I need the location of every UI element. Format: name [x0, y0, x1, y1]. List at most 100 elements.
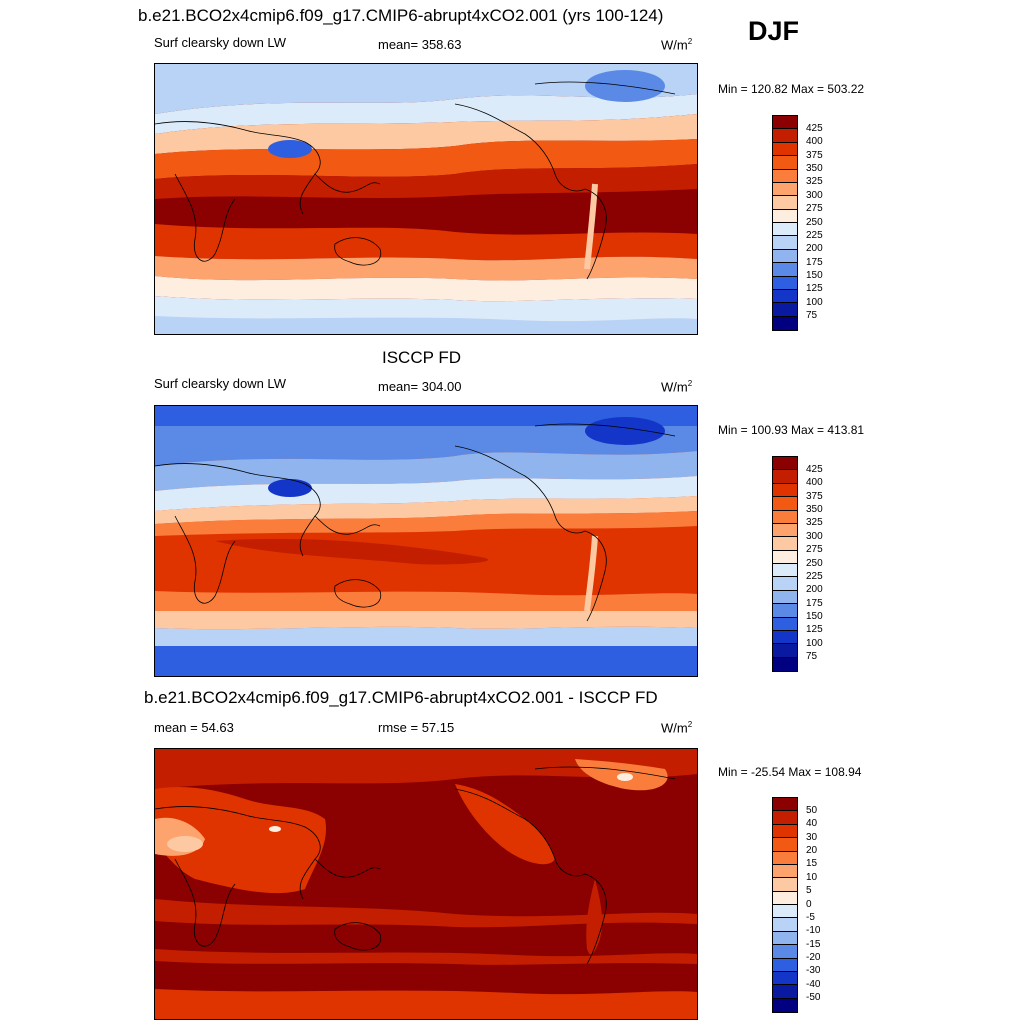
- panel-1-tick: 75: [806, 310, 818, 321]
- panel-1-tick: 425: [806, 123, 823, 134]
- panel-2-title: ISCCP FD: [382, 348, 462, 367]
- panel-2-tick: 325: [806, 517, 823, 528]
- panel-2-colorbar-swatch: [773, 550, 797, 564]
- panel-1-tick: 150: [806, 270, 823, 281]
- panel-1-tick: 325: [806, 176, 823, 187]
- panel-1-tick: 350: [806, 163, 823, 174]
- panel-3-coastlines: [155, 766, 676, 965]
- panel-1-colorbar-swatch: [773, 263, 797, 277]
- panel-2-colorbar-swatch: [773, 657, 797, 671]
- panel-1-minmax: Min = 120.82 Max = 503.22: [718, 82, 865, 96]
- panel-3-tick: 30: [806, 832, 818, 843]
- panel-3-title: b.e21.BCO2x4cmip6.f09_g17.CMIP6-abrupt4x…: [144, 688, 658, 707]
- panel-2-tick: 200: [806, 584, 823, 595]
- panel-2-tick: 75: [806, 651, 818, 662]
- panel-3-mean-label: mean = 54.63: [154, 720, 234, 735]
- panel-1-title: b.e21.BCO2x4cmip6.f09_g17.CMIP6-abrupt4x…: [138, 6, 664, 25]
- panel-2-colorbar-swatch: [773, 470, 797, 484]
- panel-1-tick: 100: [806, 297, 823, 308]
- panel-2-tick: 300: [806, 531, 823, 542]
- panel-3-minmax: Min = -25.54 Max = 108.94: [718, 765, 862, 779]
- panel-2-coastlines: [155, 423, 676, 622]
- panel-2-colorbar-swatch: [773, 457, 797, 471]
- panel-3-colorbar-swatch: [773, 891, 797, 905]
- panel-3-field: [155, 749, 697, 1019]
- panel-1-tick: 175: [806, 257, 823, 268]
- panel-2-mean-label: mean= 304.00: [378, 379, 462, 394]
- panel-2-colorbar-swatch: [773, 577, 797, 591]
- panel-1-colorbar-swatch: [773, 289, 797, 304]
- panel-2-tick: 100: [806, 638, 823, 649]
- panel-2-colorbar-swatch: [773, 630, 797, 645]
- panel-1-colorbar-swatch: [773, 129, 797, 143]
- panel-2-colorbar-swatch: [773, 523, 797, 538]
- panel-3-map: [154, 748, 698, 1020]
- panel-2-colorbar-swatch: [773, 590, 797, 605]
- panel-2-colorbar-swatch: [773, 497, 797, 511]
- panel-3-tick: 0: [806, 899, 812, 910]
- panel-3-tick: -5: [806, 912, 815, 923]
- panel-1-map: [154, 63, 698, 335]
- panel-1-colorbar-swatch: [773, 116, 797, 130]
- panel-2-colorbar-swatch: [773, 604, 797, 618]
- panel-1-colorbar: [772, 115, 798, 331]
- panel-1-colorbar-swatch: [773, 316, 797, 330]
- panel-3-colorbar-swatch: [773, 918, 797, 932]
- panel-2-colorbar-swatch: [773, 510, 797, 524]
- panel-3-colorbar-swatch: [773, 864, 797, 879]
- panel-2-tick: 150: [806, 611, 823, 622]
- panel-3-colorbar-swatch: [773, 971, 797, 986]
- panel-1-colorbar-swatch: [773, 169, 797, 183]
- panel-2-tick: 125: [806, 624, 823, 635]
- panel-3-units-label: W/m2: [661, 720, 693, 736]
- panel-1-colorbar-swatch: [773, 303, 797, 317]
- panel-1-mean-label: mean= 358.63: [378, 37, 462, 52]
- panel-2-colorbar-swatch: [773, 617, 797, 631]
- panel-1-tick: 300: [806, 190, 823, 201]
- panel-2-tick: 250: [806, 558, 823, 569]
- panel-3-rmse-label: rmse = 57.15: [378, 720, 455, 735]
- panel-3-tick: 50: [806, 805, 818, 816]
- panel-3-colorbar-swatch: [773, 838, 797, 852]
- panel-3-colorbar-swatch: [773, 798, 797, 812]
- panel-1-tick: 250: [806, 217, 823, 228]
- panel-1-tick: 225: [806, 230, 823, 241]
- panel-3-tick: -30: [806, 965, 821, 976]
- panel-1-tick: 375: [806, 150, 823, 161]
- panel-2-colorbar-swatch: [773, 564, 797, 578]
- panel-2-tick: 400: [806, 477, 823, 488]
- panel-1-variable-label: Surf clearsky down LW: [154, 35, 286, 50]
- panel-2-variable-label: Surf clearsky down LW: [154, 376, 286, 391]
- panel-3-tick: -20: [806, 952, 821, 963]
- panel-3-colorbar-swatch: [773, 985, 797, 999]
- panel-1-colorbar-swatch: [773, 236, 797, 250]
- panel-2-colorbar-swatch: [773, 644, 797, 658]
- panel-1-colorbar-swatch: [773, 196, 797, 210]
- panel-1-colorbar-swatch: [773, 223, 797, 237]
- panel-2-colorbar-swatch: [773, 483, 797, 498]
- panel-3-tick: -15: [806, 939, 821, 950]
- panel-2-tick: 225: [806, 571, 823, 582]
- panel-3-colorbar-swatch: [773, 905, 797, 919]
- panel-3-tick: 10: [806, 872, 818, 883]
- panel-1-coastlines: [155, 81, 676, 280]
- panel-1-tick: 125: [806, 283, 823, 294]
- season-label: DJF: [748, 16, 800, 46]
- panel-1-units-label: W/m2: [661, 37, 693, 53]
- panel-2-tick: 175: [806, 598, 823, 609]
- panel-3-colorbar: [772, 797, 798, 1013]
- panel-2-minmax: Min = 100.93 Max = 413.81: [718, 423, 865, 437]
- panel-3-tick: 15: [806, 858, 818, 869]
- panel-3-colorbar-swatch: [773, 931, 797, 946]
- panel-3-tick: 20: [806, 845, 818, 856]
- panel-2-map: [154, 405, 698, 677]
- panel-2-tick: 425: [806, 464, 823, 475]
- panel-2-colorbar-swatch: [773, 537, 797, 551]
- panel-2-field: [155, 406, 697, 676]
- panel-1-colorbar-swatch: [773, 276, 797, 290]
- panel-3-colorbar-swatch: [773, 878, 797, 892]
- panel-1-colorbar-swatch: [773, 182, 797, 197]
- panel-1-field: [155, 64, 697, 334]
- panel-3-colorbar-swatch: [773, 811, 797, 825]
- panel-3-colorbar-swatch: [773, 998, 797, 1012]
